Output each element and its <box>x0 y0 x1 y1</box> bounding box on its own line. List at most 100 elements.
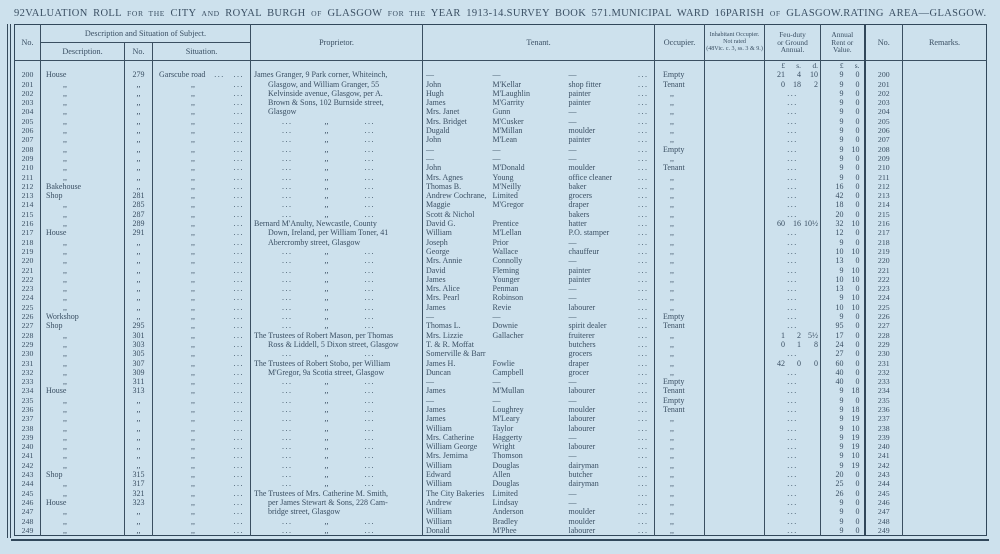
feu-duty-cell: 0 18 2 <box>764 79 821 89</box>
situation-content: ,,... <box>154 340 251 349</box>
tenant-forename-cell: John <box>422 163 491 173</box>
situation-content: ,,... <box>154 526 251 535</box>
title-segment: for the <box>387 9 426 18</box>
remarks-cell <box>902 237 987 247</box>
tenant-trade-cell: — <box>568 432 577 442</box>
table-row: 219,,,,,,......,,... George Wallace chauffe… <box>15 246 987 257</box>
dots-leader: ... <box>364 144 375 154</box>
dots-leader: ... <box>638 256 649 266</box>
dots-leader: ... <box>282 274 293 284</box>
tenant-surname-cell: Douglas <box>492 460 520 470</box>
proprietor-text: M'Gregor, 9a Scotia street, Glasgow <box>268 367 385 377</box>
situation-cell: Garscube road...... <box>152 70 251 80</box>
occupier-cell: Tenant <box>654 163 705 173</box>
dots-leader: ... <box>282 470 293 480</box>
subject-number-cell: ,, <box>124 302 153 313</box>
situation-text: ,, <box>191 293 195 303</box>
col-header-remarks: Remarks. <box>902 24 987 61</box>
tenant-forename-cell: Edward <box>422 470 491 480</box>
row-number-right: 234 <box>863 386 903 396</box>
situation-cell: ,,... <box>152 395 251 405</box>
proprietor-cell: Abercromby street, Glasgow <box>250 237 423 247</box>
ditto-mark: ,, <box>324 163 329 173</box>
row-number-right: 249 <box>863 525 903 536</box>
occupier-cell: Empty <box>654 312 705 322</box>
feu-duty-cell: ... <box>764 172 821 182</box>
row-number-right: 224 <box>863 293 903 303</box>
dots-leader: ... <box>787 507 798 517</box>
table-row: 210,,,,,,......,,... John M'Donald moulder.… <box>15 163 987 173</box>
table-row: 202,,,,,,... Kelvinside avenue, Glasgow, … <box>15 88 987 99</box>
subject-number-cell: ,, <box>124 116 153 127</box>
proprietor-ditto: ...,,... <box>254 470 422 479</box>
proprietor-ditto: ...,,... <box>254 526 422 535</box>
situation-text: ,, <box>191 153 195 163</box>
inhabitant-occupier-cell <box>704 219 765 229</box>
tenant-surname-cell: M'Donald <box>492 163 525 173</box>
situation-content: ,,... <box>154 163 251 172</box>
row-number-left: 249 <box>21 525 34 535</box>
title-segment: YEAR 1913-14. <box>425 8 507 19</box>
tenant-forename-cell: James <box>422 98 491 108</box>
dots-leader: ... <box>233 470 244 480</box>
subject-number-cell: 303 <box>124 339 153 350</box>
table-row: 245,, 321,,... The Trustees of Mrs. Cather… <box>15 488 987 498</box>
dots-leader: ... <box>233 153 244 163</box>
inhabitant-occupier-cell <box>704 312 765 322</box>
dots-leader: ... <box>233 358 244 368</box>
situation-content: ,,... <box>154 442 251 451</box>
dots-leader: ... <box>638 358 649 368</box>
remarks-cell <box>902 367 987 378</box>
annual-rent-cell: 42 0 <box>820 191 865 201</box>
table-row: 217 House 291,,... Down, Ireland, per Willi… <box>15 228 987 238</box>
proprietor-cell: M'Gregor, 9a Scotia street, Glasgow <box>250 367 423 378</box>
description-cell: ,, <box>40 488 125 498</box>
dots-leader: ... <box>233 219 244 229</box>
tenant-trade-cell: spirit dealer <box>568 321 607 331</box>
remarks-cell <box>902 219 987 229</box>
money-part: 18 <box>793 79 802 89</box>
tenant-forename-cell: Mrs. Janet <box>422 107 491 117</box>
proprietor-text: The Trustees of Robert Mason, per Thomas <box>254 330 394 340</box>
situation-text: ,, <box>191 321 195 331</box>
ditto-mark: ,, <box>324 349 329 359</box>
occupier-cell: ,, <box>654 88 705 99</box>
col-header-description: Description. <box>40 42 125 61</box>
tenant-surname-cell: — <box>492 70 501 80</box>
money-value: 9 10 <box>822 266 864 275</box>
tenant-forename-cell: James <box>422 274 491 285</box>
money-part: 40 <box>835 377 844 387</box>
feu-duty-cell: ... <box>764 507 821 517</box>
money-header-row: £ s. d. £ s. <box>15 60 987 71</box>
description-cell: ,, <box>40 116 125 127</box>
annual-rent-cell: 40 0 <box>820 377 865 387</box>
subject-number-cell: ,, <box>124 107 153 117</box>
description-cell: ,, <box>40 284 125 294</box>
situation-text: ,, <box>191 265 195 275</box>
money-header-cell <box>422 60 491 71</box>
situation-cell: ,,... <box>152 367 251 378</box>
tenant-forename-cell: David G. <box>422 219 491 229</box>
situation-content: ,,... <box>154 89 251 98</box>
inhabitant-occupier-cell <box>704 274 765 285</box>
situation-text: ,, <box>191 116 195 126</box>
tenant-trade-cell: draper <box>568 200 589 210</box>
tenant-forename-cell: George <box>422 246 491 257</box>
table-row: 222,,,,,,......,,... James Younger painter.… <box>15 274 987 285</box>
tenant-trade-cell: painter <box>568 265 591 275</box>
money-part: 0 <box>855 209 860 219</box>
money-header-cell <box>124 60 153 71</box>
money-part: 0 <box>855 507 860 517</box>
subject-number-cell: 289 <box>124 219 153 229</box>
situation-text: ,, <box>191 172 195 182</box>
row-number-left: 220 <box>21 256 34 266</box>
dots-leader: ... <box>233 126 244 136</box>
tenant-surname-cell: Fowlie <box>492 358 515 368</box>
dots-leader: ... <box>787 302 798 312</box>
tenant-surname-cell: Campbell <box>492 367 524 377</box>
